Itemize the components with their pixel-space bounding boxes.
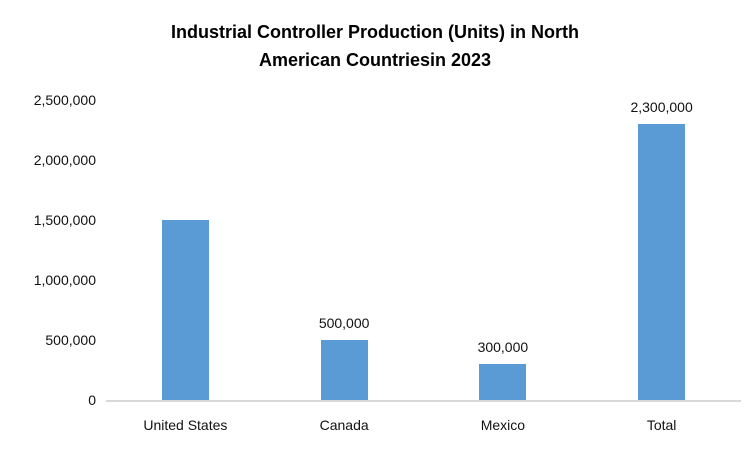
data-label-canada: 500,000 bbox=[318, 315, 370, 331]
x-category-label-mexico: Mexico bbox=[480, 417, 526, 433]
bar-united-states bbox=[161, 220, 209, 400]
chart-title-line1: Industrial Controller Production (Units)… bbox=[171, 22, 579, 42]
x-category-label-total: Total bbox=[646, 417, 677, 433]
y-tick-label-1-000-000: 1,000,000 bbox=[33, 272, 96, 288]
y-tick-label-1-500-000: 1,500,000 bbox=[33, 212, 96, 228]
bar-canada bbox=[320, 340, 368, 400]
y-tick-label-0: 0 bbox=[88, 392, 96, 408]
bar-mexico bbox=[479, 364, 527, 400]
y-tick-label-2-500-000: 2,500,000 bbox=[33, 92, 96, 108]
chart-title: Industrial Controller Production (Units)… bbox=[0, 18, 750, 74]
data-label-total: 2,300,000 bbox=[630, 99, 693, 115]
x-axis-line bbox=[106, 400, 741, 402]
chart-title-line2: American Countriesin 2023 bbox=[258, 50, 492, 70]
x-category-label-united-states: United States bbox=[143, 417, 228, 433]
x-category-label-canada: Canada bbox=[319, 417, 369, 433]
y-tick-label-500-000: 500,000 bbox=[45, 332, 96, 348]
bar-total bbox=[638, 124, 686, 400]
y-tick-label-2-000-000: 2,000,000 bbox=[33, 152, 96, 168]
data-label-mexico: 300,000 bbox=[477, 339, 529, 355]
